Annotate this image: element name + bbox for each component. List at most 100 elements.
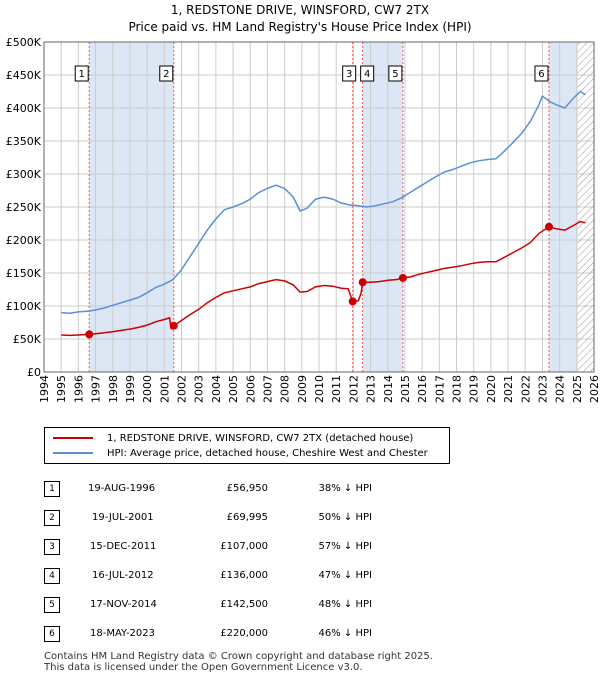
x-tick-label: 2019 <box>468 375 481 403</box>
sale-label-box <box>159 65 174 82</box>
sale-label-box <box>342 65 357 82</box>
legend: 1, REDSTONE DRIVE, WINSFORD, CW7 2TX (de… <box>44 427 450 464</box>
hpi-line <box>61 90 586 315</box>
table-row: 4 16-JUL-2012 £136,000 47% ↓ HPI <box>44 561 372 590</box>
x-tick-label: 2023 <box>536 375 549 403</box>
series-lines <box>61 90 586 337</box>
sale-label-box <box>388 65 403 82</box>
sale-date: 17-NOV-2014 <box>90 599 157 610</box>
x-tick-label: 2012 <box>347 375 360 403</box>
sale-label-box <box>534 65 549 82</box>
x-tick-label: 1995 <box>55 375 68 403</box>
y-tick-label: £450K <box>6 69 42 82</box>
x-tick-label: 1996 <box>72 375 85 403</box>
plot-frame <box>43 41 595 373</box>
y-tick-label: £100K <box>6 300 42 313</box>
legend-item-hpi: HPI: Average price, detached house, Ches… <box>53 446 428 460</box>
price-chart: 1 2 3 4 5 6 £0 £50K £100K £150K £200K £250K £300K £3… <box>6 36 600 403</box>
y-tick-label: £400K <box>6 102 42 115</box>
y-tick-label: £250K <box>6 201 42 214</box>
x-tick-label: 2007 <box>261 375 274 403</box>
sale-number-badge: 4 <box>44 567 60 584</box>
x-tick-label: 2025 <box>571 375 584 403</box>
x-tick-label: 2016 <box>416 375 429 403</box>
forecast-hatch <box>577 42 594 372</box>
sale-hpi-diff: 48% ↓ HPI <box>318 599 372 610</box>
sale-price: £142,500 <box>220 599 268 610</box>
x-tick-label: 2014 <box>382 375 395 403</box>
sale-point <box>169 321 178 330</box>
y-tick-label: £350K <box>6 135 42 148</box>
sale-hpi-diff: 47% ↓ HPI <box>318 570 372 581</box>
sale-number-badge: 1 <box>44 480 60 497</box>
sale-date: 19-AUG-1996 <box>88 483 156 494</box>
x-axis-ticks: 1994 1995 1996 1997 1998 1999 2000 2001 2002 2003… <box>38 375 600 403</box>
sale-hpi-diff: 57% ↓ HPI <box>318 541 372 552</box>
footer: Contains HM Land Registry data © Crown c… <box>44 651 433 673</box>
x-tick-label: 2011 <box>330 375 343 403</box>
footer-licence: This data is licensed under the Open Gov… <box>44 662 363 673</box>
sale-price: £107,000 <box>220 541 268 552</box>
legend-swatch-property <box>53 437 93 439</box>
y-tick-label: £150K <box>6 267 42 280</box>
sale-label-text: 1 <box>79 69 85 80</box>
x-tick-label: 2021 <box>502 375 515 403</box>
sale-point <box>358 278 367 287</box>
sale-label-text: 3 <box>346 69 352 80</box>
sale-date: 16-JUL-2012 <box>92 570 154 581</box>
x-tick-label: 2009 <box>296 375 309 403</box>
x-tick-label: 2017 <box>433 375 446 403</box>
y-tick-label: £50K <box>13 333 42 346</box>
x-tick-label: 2018 <box>451 375 464 403</box>
table-row: 1 19-AUG-1996 £56,950 38% ↓ HPI <box>44 474 372 503</box>
x-tick-label: 2013 <box>365 375 378 403</box>
forecast-region <box>577 42 594 372</box>
sale-price: £220,000 <box>220 628 268 639</box>
sale-point <box>85 330 94 339</box>
y-axis-ticks: £0 £50K £100K £150K £200K £250K £300K £350K £400… <box>6 36 42 379</box>
sale-number-labels: 1 2 3 4 5 6 <box>74 65 549 82</box>
sale-point <box>544 222 553 231</box>
x-tick-label: 2022 <box>519 375 532 403</box>
x-tick-label: 2003 <box>193 375 206 403</box>
sale-price: £69,995 <box>226 512 268 523</box>
x-tick-label: 2002 <box>176 375 189 403</box>
sale-number-badge: 5 <box>44 596 60 613</box>
sale-label-text: 5 <box>392 69 398 80</box>
sale-date: 19-JUL-2001 <box>92 512 154 523</box>
y-tick-label: £300K <box>6 168 42 181</box>
sale-number-badge: 6 <box>44 625 60 642</box>
sale-number-badge: 2 <box>44 509 60 526</box>
x-tick-label: 2010 <box>313 375 326 403</box>
sale-date: 18-MAY-2023 <box>90 628 156 639</box>
x-tick-label: 2000 <box>141 375 154 403</box>
legend-swatch-hpi <box>53 452 93 454</box>
sale-label-text: 6 <box>538 69 544 80</box>
x-tick-label: 2015 <box>399 375 412 403</box>
legend-label-hpi: HPI: Average price, detached house, Ches… <box>107 447 428 459</box>
x-tick-label: 2005 <box>227 375 240 403</box>
sale-date: 15-DEC-2011 <box>90 541 157 552</box>
sale-points <box>85 222 553 339</box>
x-tick-label: 2006 <box>244 375 257 403</box>
x-tick-label: 1997 <box>90 375 103 403</box>
x-tick-label: 2001 <box>158 375 171 403</box>
property-price-line <box>61 220 586 337</box>
table-row: 6 18-MAY-2023 £220,000 46% ↓ HPI <box>44 619 372 648</box>
chart-subtitle: Price paid vs. HM Land Registry's House … <box>128 20 472 34</box>
x-tick-label: 1999 <box>124 375 137 403</box>
legend-label-property: 1, REDSTONE DRIVE, WINSFORD, CW7 2TX (de… <box>107 432 414 444</box>
table-row: 3 15-DEC-2011 £107,000 57% ↓ HPI <box>44 532 372 561</box>
x-tick-label: 2020 <box>485 375 498 403</box>
y-tick-label: £0 <box>27 366 41 379</box>
x-tick-label: 2008 <box>279 375 292 403</box>
table-row: 2 19-JUL-2001 £69,995 50% ↓ HPI <box>44 503 372 532</box>
sale-hpi-diff: 38% ↓ HPI <box>318 483 372 494</box>
x-tick-label: 1998 <box>107 375 120 403</box>
sale-label-text: 4 <box>364 69 370 80</box>
sale-label-box <box>74 65 89 82</box>
sales-table: 1 19-AUG-1996 £56,950 38% ↓ HPI 2 19-JUL… <box>44 474 372 648</box>
sale-point <box>398 273 407 282</box>
y-tick-label: £500K <box>6 36 42 49</box>
x-tick-label: 2026 <box>588 375 600 403</box>
